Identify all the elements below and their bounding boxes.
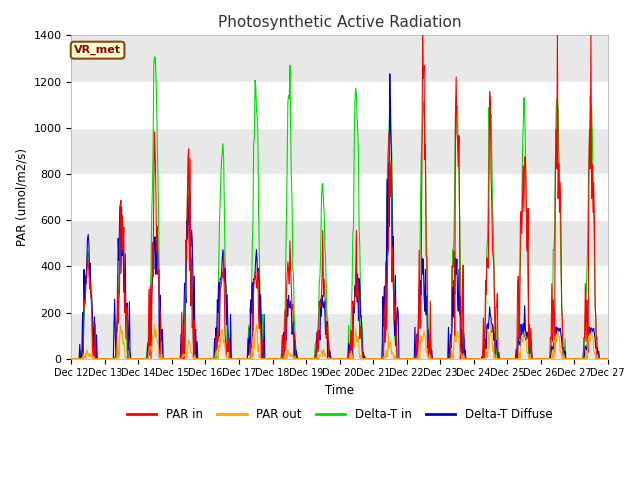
Text: VR_met: VR_met <box>74 45 121 55</box>
Bar <box>72 82 608 128</box>
Bar <box>72 128 608 174</box>
Bar <box>72 312 608 359</box>
Legend: PAR in, PAR out, Delta-T in, Delta-T Diffuse: PAR in, PAR out, Delta-T in, Delta-T Dif… <box>122 403 557 426</box>
Bar <box>72 266 608 312</box>
Y-axis label: PAR (umol/m2/s): PAR (umol/m2/s) <box>15 148 28 246</box>
X-axis label: Time: Time <box>325 384 354 397</box>
Title: Photosynthetic Active Radiation: Photosynthetic Active Radiation <box>218 15 461 30</box>
Bar <box>72 220 608 266</box>
Bar <box>72 36 608 82</box>
Bar <box>72 174 608 220</box>
